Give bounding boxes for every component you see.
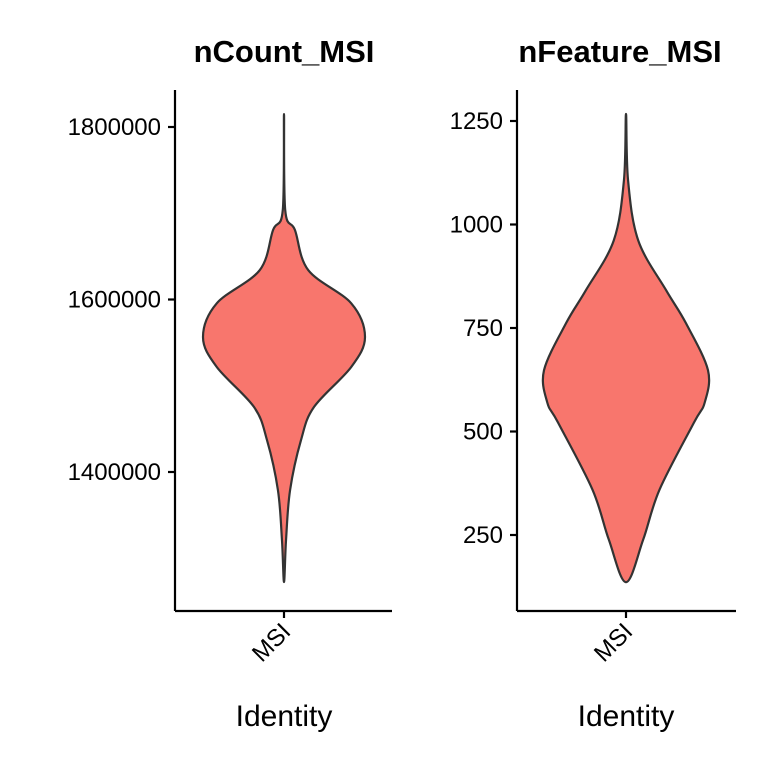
x-tick-label: MSI — [247, 618, 296, 667]
y-tick-label: 500 — [463, 419, 503, 446]
y-tick-label: 1600000 — [68, 287, 161, 314]
y-tick-label: 250 — [463, 522, 503, 549]
x-axis-label: Identity — [236, 700, 333, 733]
x-axis-label: Identity — [578, 700, 675, 733]
panel-title: nFeature_MSI — [518, 34, 721, 69]
y-tick-label: 1250 — [450, 108, 503, 135]
y-tick-label: 1800000 — [68, 114, 161, 141]
y-tick-label: 750 — [463, 315, 503, 342]
violin-shape — [201, 112, 367, 584]
panel-ncount-msi: nCount_MSI 1400000 1600000 1800000 MSI Identi… — [68, 34, 392, 733]
violin-shape — [541, 112, 711, 584]
panel-title: nCount_MSI — [194, 34, 375, 69]
y-tick-label: 1000 — [450, 212, 503, 239]
y-tick-label: 1400000 — [68, 459, 161, 486]
panel-nfeature-msi: nFeature_MSI 250 500 750 1000 1250 MSI Identity — [450, 34, 736, 733]
x-tick-label: MSI — [589, 618, 638, 667]
